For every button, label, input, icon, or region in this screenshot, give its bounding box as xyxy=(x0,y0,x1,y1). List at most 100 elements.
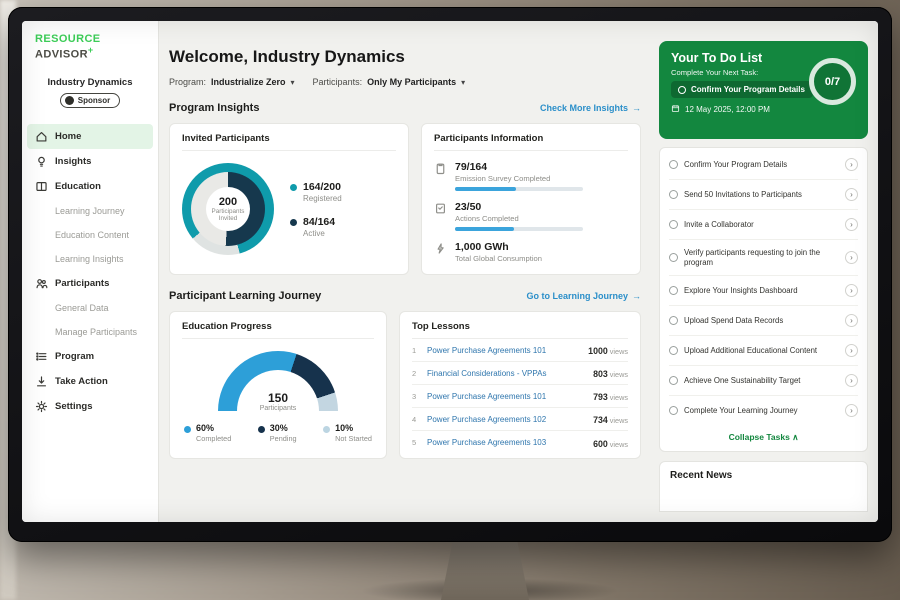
lesson-row: 5 Power Purchase Agreements 103 600 views xyxy=(412,431,628,454)
task-checkbox[interactable] xyxy=(669,160,678,169)
chevron-right-icon[interactable]: › xyxy=(845,404,858,418)
participants-label: Participants: xyxy=(312,77,363,87)
task-row-verify-participants[interactable]: Verify participants requesting to join t… xyxy=(669,240,858,277)
arrow-right-icon: → xyxy=(632,291,641,301)
chevron-right-icon[interactable]: › xyxy=(845,188,858,201)
task-row-invite-collaborator[interactable]: Invite a Collaborator › xyxy=(669,210,858,240)
collapse-label: Collapse Tasks xyxy=(728,432,790,443)
logo-resource: RESOURCE xyxy=(35,33,101,45)
lesson-views: 803 xyxy=(593,369,608,379)
legend-item-active: 84/164 Active xyxy=(290,216,342,238)
sidebar-item-learning-journey[interactable]: Learning Journey xyxy=(22,199,158,223)
lesson-rank: 5 xyxy=(412,438,417,447)
stat-global-consumption: 1,000 GWh Total Global Consumption xyxy=(434,241,628,263)
lesson-link[interactable]: Power Purchase Agreements 102 xyxy=(427,414,547,424)
lesson-link[interactable]: Financial Considerations - VPPAs xyxy=(427,368,547,378)
app-logo: RESOURCE ADVISOR+ xyxy=(22,21,158,69)
collapse-tasks-link[interactable]: Collapse Tasks ∧ xyxy=(669,425,858,449)
sidebar-item-insights[interactable]: Insights xyxy=(22,149,158,174)
card-title: Invited Participants xyxy=(182,133,396,151)
stat-label: Total Global Consumption xyxy=(455,254,542,263)
legend-item-pending: 30% Pending xyxy=(257,423,297,443)
sidebar-item-label: Take Action xyxy=(55,375,108,387)
task-checkbox[interactable] xyxy=(669,286,678,296)
task-row-upload-educational-content[interactable]: Upload Additional Educational Content › xyxy=(669,336,858,367)
content-area: Welcome, Industry Dynamics Program: Indu… xyxy=(159,21,878,522)
chevron-down-icon: ▾ xyxy=(461,77,466,87)
sidebar-item-manage-participants[interactable]: Manage Participants xyxy=(22,320,158,344)
invited-donut-chart: 200 Participants Invited xyxy=(182,163,274,255)
chevron-right-icon[interactable]: › xyxy=(845,374,858,388)
chevron-right-icon[interactable]: › xyxy=(845,251,858,265)
donut-center-value: 200 xyxy=(218,195,238,208)
chevron-right-icon[interactable]: › xyxy=(845,314,858,328)
task-row-confirm-program[interactable]: Confirm Your Program Details › xyxy=(669,150,858,180)
task-row-complete-learning-journey[interactable]: Complete Your Learning Journey › xyxy=(669,396,858,425)
sidebar-item-program[interactable]: Program xyxy=(22,344,158,369)
lesson-link[interactable]: Power Purchase Agreements 101 xyxy=(427,345,547,355)
progress-bar xyxy=(455,187,583,191)
clipboard-icon xyxy=(434,162,447,175)
sidebar-item-general-data[interactable]: General Data xyxy=(22,296,158,320)
todo-next-task[interactable]: Confirm Your Program Details xyxy=(671,81,813,98)
stat-actions-completed: 23/50 Actions Completed xyxy=(434,201,628,231)
sidebar-nav: Home Insights Education Learning Journey… xyxy=(22,123,158,419)
task-label: Invite a Collaborator xyxy=(684,219,754,229)
sponsor-badge[interactable]: Sponsor xyxy=(59,92,121,108)
legend-value: 84/164 xyxy=(303,215,336,228)
program-dropdown[interactable]: Program: Industrialize Zero ▾ xyxy=(169,77,295,87)
learning-journey-header: Participant Learning Journey Go to Learn… xyxy=(169,290,641,302)
lesson-link[interactable]: Power Purchase Agreements 101 xyxy=(427,391,547,401)
task-label: Upload Spend Data Records xyxy=(684,316,784,326)
task-row-sustainability-target[interactable]: Achieve One Sustainability Target › xyxy=(669,366,858,397)
donut-center: 200 Participants Invited xyxy=(206,187,250,231)
task-row-explore-insights[interactable]: Explore Your Insights Dashboard › xyxy=(669,276,858,307)
go-to-learning-journey-link[interactable]: Go to Learning Journey → xyxy=(526,291,641,301)
legend-dot-teal xyxy=(290,183,297,191)
task-checkbox[interactable] xyxy=(669,376,678,386)
sidebar-item-label: Education xyxy=(55,180,101,192)
sidebar-item-home[interactable]: Home xyxy=(27,123,153,149)
task-checkbox[interactable] xyxy=(669,253,678,263)
sidebar-item-learning-insights[interactable]: Learning Insights xyxy=(22,247,158,271)
check-more-insights-link[interactable]: Check More Insights → xyxy=(540,103,641,113)
lesson-views-label: views xyxy=(609,370,628,379)
legend-dot-blue xyxy=(184,426,191,433)
participants-dropdown[interactable]: Participants: Only My Participants ▾ xyxy=(313,77,466,87)
program-insights-header: Program Insights Check More Insights → xyxy=(169,102,641,114)
task-checkbox[interactable] xyxy=(669,316,678,326)
chevron-right-icon[interactable]: › xyxy=(845,284,858,298)
sidebar-item-label: Program xyxy=(55,350,95,362)
task-checkbox[interactable] xyxy=(669,406,678,416)
arrow-right-icon: → xyxy=(632,103,641,113)
lesson-views-label: views xyxy=(609,347,628,356)
task-row-send-invitations[interactable]: Send 50 Invitations to Participants › xyxy=(669,180,858,210)
program-label: Program: xyxy=(169,77,207,87)
education-progress-card: Education Progress 150 Participants xyxy=(169,311,387,459)
chevron-right-icon[interactable]: › xyxy=(845,344,858,358)
chevron-right-icon[interactable]: › xyxy=(845,158,858,171)
lesson-views-label: views xyxy=(609,393,628,402)
todo-panel: Your To Do List Complete Your Next Task:… xyxy=(653,21,878,522)
journey-cards-row: Education Progress 150 Participants xyxy=(169,311,641,459)
sidebar-item-take-action[interactable]: Take Action xyxy=(22,369,158,394)
lesson-rank: 3 xyxy=(412,391,417,401)
sidebar-item-settings[interactable]: Settings xyxy=(22,394,158,419)
sidebar-item-participants[interactable]: Participants xyxy=(22,271,158,296)
sidebar-item-education[interactable]: Education xyxy=(22,174,158,199)
sidebar-item-education-content[interactable]: Education Content xyxy=(22,223,158,247)
list-icon xyxy=(35,350,48,363)
lesson-views: 1000 xyxy=(588,346,608,356)
task-checkbox[interactable] xyxy=(669,190,678,199)
chevron-right-icon[interactable]: › xyxy=(845,218,858,231)
lesson-link[interactable]: Power Purchase Agreements 103 xyxy=(427,438,547,447)
legend-label: Completed xyxy=(196,434,232,443)
stat-value: 79/164 xyxy=(455,161,488,173)
participants-information-card: Participants Information 79/164 Emission… xyxy=(421,123,641,275)
lightbulb-icon xyxy=(35,155,48,168)
task-row-upload-spend-data[interactable]: Upload Spend Data Records › xyxy=(669,306,858,337)
legend-label: Pending xyxy=(269,434,297,443)
task-checkbox[interactable] xyxy=(669,346,678,356)
task-checkbox[interactable] xyxy=(669,220,678,229)
lesson-row: 1 Power Purchase Agreements 101 1000 view… xyxy=(412,339,628,362)
